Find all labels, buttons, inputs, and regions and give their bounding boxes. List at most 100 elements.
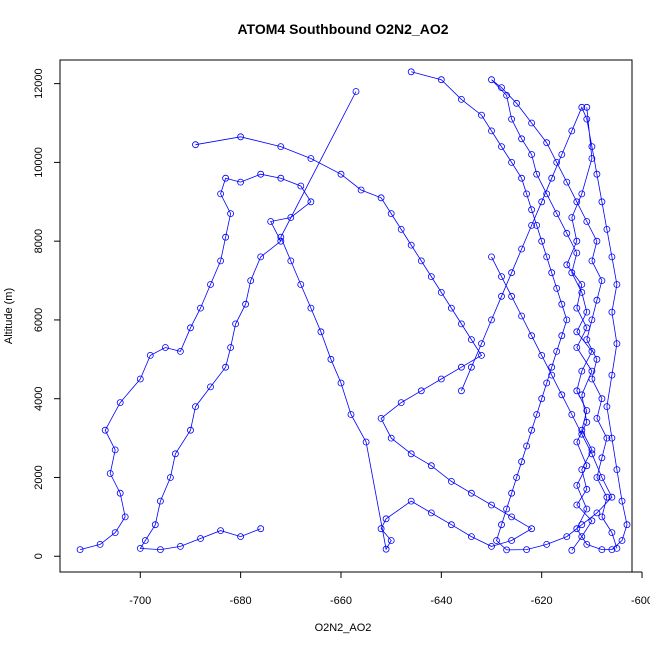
data-point — [538, 351, 546, 359]
data-point — [508, 158, 516, 166]
data-point — [538, 237, 546, 245]
data-point — [578, 103, 586, 111]
data-point — [613, 466, 621, 474]
data-point — [437, 76, 445, 84]
data-point — [573, 481, 581, 489]
data-point — [397, 225, 405, 233]
data-point — [222, 174, 230, 182]
data-point — [593, 296, 601, 304]
data-point — [528, 426, 535, 434]
data-point — [457, 387, 465, 395]
data-point — [528, 119, 535, 127]
data-point — [573, 438, 581, 446]
data-point — [493, 537, 500, 544]
data-point — [503, 92, 511, 99]
data-point — [563, 178, 571, 186]
data-point — [111, 446, 119, 454]
data-point — [573, 237, 581, 245]
data-point — [548, 269, 556, 277]
data-point — [613, 340, 621, 348]
data-point — [141, 537, 149, 544]
data-point — [287, 257, 295, 265]
data-point — [558, 300, 566, 308]
data-point — [156, 497, 164, 505]
data-point — [427, 462, 435, 470]
data-point — [498, 292, 505, 300]
data-point — [387, 434, 395, 442]
data-point — [101, 426, 109, 434]
data-point — [593, 414, 601, 422]
data-point — [488, 76, 495, 84]
data-point — [588, 257, 596, 265]
data-point — [568, 411, 576, 418]
data-point — [583, 103, 591, 111]
data-point — [317, 328, 325, 336]
data-point — [573, 501, 581, 509]
data-point — [498, 143, 505, 151]
data-point — [151, 521, 159, 529]
data-point — [598, 513, 606, 521]
y-axis: 0 2000 4000 6000 8000 10000 12000 — [33, 68, 61, 559]
data-point — [242, 300, 250, 308]
data-point — [583, 418, 591, 426]
series-line — [79, 173, 312, 551]
data-point — [287, 214, 295, 221]
data-point — [427, 509, 435, 517]
data-point — [503, 546, 511, 554]
data-point — [192, 141, 199, 149]
data-point — [307, 304, 315, 312]
data-point — [217, 190, 225, 198]
y-tick-label: 12000 — [33, 68, 45, 99]
data-point — [528, 525, 535, 533]
data-point — [508, 537, 516, 544]
data-point — [387, 537, 395, 544]
data-point — [558, 391, 566, 399]
data-point — [533, 170, 541, 178]
data-point — [573, 249, 581, 257]
data-point — [222, 363, 230, 371]
x-axis: -700 -680 -660 -640 -620 -600 — [129, 571, 650, 607]
data-point — [513, 99, 520, 107]
data-point — [207, 383, 214, 391]
data-point — [457, 363, 465, 371]
data-point — [307, 155, 315, 162]
data-point — [583, 485, 591, 493]
data-point — [543, 139, 551, 147]
data-point — [583, 541, 591, 548]
series-line — [195, 91, 533, 551]
data-point — [583, 407, 591, 414]
data-point — [257, 525, 265, 533]
data-point — [457, 96, 465, 103]
data-point — [543, 253, 551, 261]
data-point — [608, 493, 616, 501]
data-point — [478, 340, 485, 348]
y-tick-label: 8000 — [33, 229, 45, 253]
data-point — [488, 127, 495, 135]
data-point — [528, 206, 535, 214]
data-point — [197, 535, 204, 542]
data-point — [488, 501, 495, 509]
data-point — [478, 351, 485, 359]
data-point — [583, 505, 591, 513]
data-point — [593, 509, 601, 517]
data-point — [467, 533, 475, 540]
data-point — [337, 379, 345, 387]
data-point — [568, 546, 576, 554]
data-point — [583, 324, 591, 332]
data-point — [588, 446, 596, 454]
data-point — [608, 308, 616, 316]
data-point — [227, 210, 235, 218]
data-point — [598, 454, 606, 462]
data-point — [508, 269, 516, 277]
data-point — [106, 470, 114, 477]
data-point — [583, 308, 591, 316]
data-point — [447, 304, 455, 312]
data-point — [111, 529, 119, 536]
data-point — [187, 426, 194, 434]
data-point — [176, 543, 184, 550]
data-point — [337, 170, 345, 178]
data-point — [327, 355, 335, 363]
series-line — [411, 71, 613, 551]
data-point — [407, 450, 415, 458]
